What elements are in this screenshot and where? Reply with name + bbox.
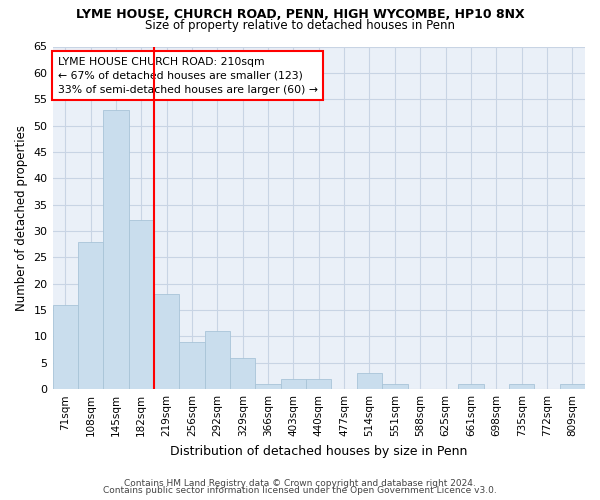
Bar xyxy=(458,384,484,389)
Bar xyxy=(205,331,230,389)
Text: LYME HOUSE CHURCH ROAD: 210sqm
← 67% of detached houses are smaller (123)
33% of: LYME HOUSE CHURCH ROAD: 210sqm ← 67% of … xyxy=(58,57,318,95)
Bar xyxy=(281,378,306,389)
Text: LYME HOUSE, CHURCH ROAD, PENN, HIGH WYCOMBE, HP10 8NX: LYME HOUSE, CHURCH ROAD, PENN, HIGH WYCO… xyxy=(76,8,524,20)
Bar xyxy=(382,384,407,389)
Bar xyxy=(230,358,256,389)
Bar xyxy=(256,384,281,389)
Text: Size of property relative to detached houses in Penn: Size of property relative to detached ho… xyxy=(145,19,455,32)
Y-axis label: Number of detached properties: Number of detached properties xyxy=(15,125,28,311)
Bar xyxy=(306,378,331,389)
Bar xyxy=(357,374,382,389)
Bar xyxy=(560,384,585,389)
Bar xyxy=(53,305,78,389)
Text: Contains public sector information licensed under the Open Government Licence v3: Contains public sector information licen… xyxy=(103,486,497,495)
Bar xyxy=(78,242,103,389)
Bar xyxy=(103,110,128,389)
Text: Contains HM Land Registry data © Crown copyright and database right 2024.: Contains HM Land Registry data © Crown c… xyxy=(124,478,476,488)
X-axis label: Distribution of detached houses by size in Penn: Distribution of detached houses by size … xyxy=(170,444,467,458)
Bar xyxy=(128,220,154,389)
Bar xyxy=(154,294,179,389)
Bar xyxy=(179,342,205,389)
Bar xyxy=(509,384,534,389)
